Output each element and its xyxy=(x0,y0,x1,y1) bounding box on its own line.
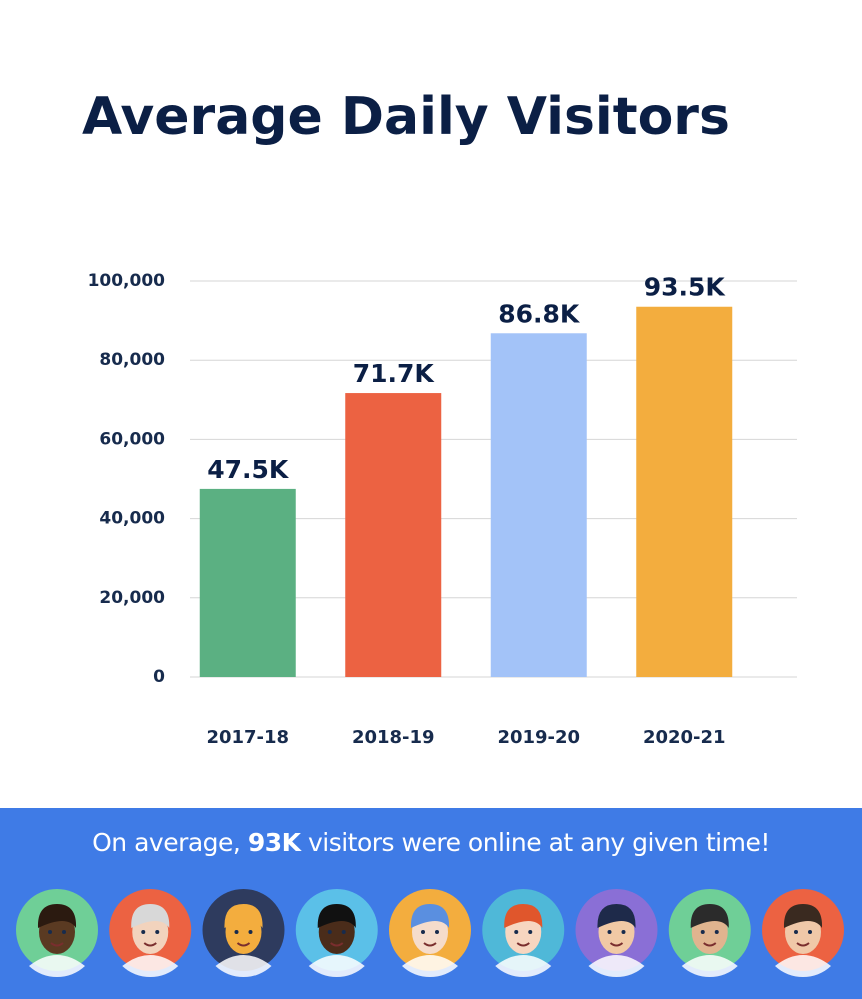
bar xyxy=(636,306,733,677)
avatar xyxy=(16,889,98,978)
avatars xyxy=(16,889,844,978)
avatar-eye xyxy=(514,930,519,934)
avatar xyxy=(575,889,658,978)
y-tick-label: 60,000 xyxy=(99,429,165,449)
avatar-eye xyxy=(714,930,719,934)
avatar-body xyxy=(681,955,738,978)
avatar xyxy=(762,889,844,978)
avatar-mouth xyxy=(423,942,437,947)
avatar-hair xyxy=(783,904,823,928)
avatar-eye xyxy=(435,930,439,934)
avatar-mouth xyxy=(796,942,810,947)
avatar-hair xyxy=(690,904,729,928)
avatar-mouth xyxy=(143,942,157,947)
avatar-eye xyxy=(141,930,146,934)
avatar-eye xyxy=(234,930,239,934)
chart-title: Average Daily Visitors xyxy=(82,87,730,147)
avatar xyxy=(202,889,285,978)
x-tick-label: 2020-21 xyxy=(643,727,726,748)
bar xyxy=(199,488,296,677)
y-tick-label: 20,000 xyxy=(99,588,165,608)
avatar-body xyxy=(588,955,645,978)
value-label: 71.7K xyxy=(353,359,436,388)
x-tick-label: 2017-18 xyxy=(206,727,289,748)
avatar-mouth xyxy=(330,942,344,947)
avatar-body xyxy=(495,955,552,978)
chart: Average Daily Visitors 0 20,000 40,000 60,0… xyxy=(82,87,797,748)
avatar xyxy=(389,889,471,978)
avatar-mouth xyxy=(609,942,624,947)
y-tick-label: 80,000 xyxy=(99,350,165,370)
x-tick-label: 2018-19 xyxy=(352,727,435,748)
avatar-hair xyxy=(504,904,543,928)
avatar-hair xyxy=(224,904,263,928)
avatar xyxy=(482,889,565,978)
avatar xyxy=(109,889,192,978)
avatar-eye xyxy=(248,930,253,934)
avatar-body xyxy=(122,955,179,978)
value-label: 86.8K xyxy=(498,299,581,328)
avatar-eye xyxy=(794,930,798,934)
avatar-hair xyxy=(317,904,356,928)
avatar-hair xyxy=(131,904,170,928)
x-tick-label: 2019-20 xyxy=(497,727,580,748)
avatar-mouth xyxy=(50,942,64,947)
avatar-eye xyxy=(700,930,705,934)
avatar-eye xyxy=(808,930,812,934)
avatar-eye xyxy=(421,930,425,934)
avatar-mouth xyxy=(703,942,717,947)
banner-before: On average, xyxy=(92,828,241,857)
avatar-hair xyxy=(597,904,636,928)
avatar-eye xyxy=(327,930,332,934)
avatar-eye xyxy=(621,930,626,934)
y-tick-label: 0 xyxy=(153,667,165,687)
avatar-hair xyxy=(410,904,450,928)
y-tick-label: 100,000 xyxy=(88,271,166,291)
banner: On average, 93K visitors were online at … xyxy=(0,808,862,999)
avatar-eye xyxy=(607,930,612,934)
avatar-hair xyxy=(37,904,77,928)
avatar-eye xyxy=(341,930,346,934)
avatar-body xyxy=(29,955,85,978)
avatar-body xyxy=(308,955,365,978)
avatar xyxy=(668,889,751,978)
avatar-body xyxy=(215,955,272,978)
banner-highlight: 93K xyxy=(247,828,301,857)
avatar xyxy=(295,889,378,978)
avatar-eye xyxy=(528,930,533,934)
avatar-mouth xyxy=(236,942,251,947)
bar xyxy=(490,333,587,677)
avatar-body xyxy=(775,955,831,978)
bar xyxy=(345,393,442,677)
avatar-eye xyxy=(155,930,160,934)
banner-text: On average, 93K visitors were online at … xyxy=(0,828,862,857)
value-label: 47.5K xyxy=(207,455,290,484)
avatar-eye xyxy=(62,930,66,934)
value-label: 93.5K xyxy=(644,273,727,302)
avatar-eye xyxy=(48,930,52,934)
y-tick-label: 40,000 xyxy=(99,509,165,529)
avatar-mouth xyxy=(516,942,530,947)
avatar-body xyxy=(402,955,458,978)
banner-after: visitors were online at any given time! xyxy=(307,828,770,857)
